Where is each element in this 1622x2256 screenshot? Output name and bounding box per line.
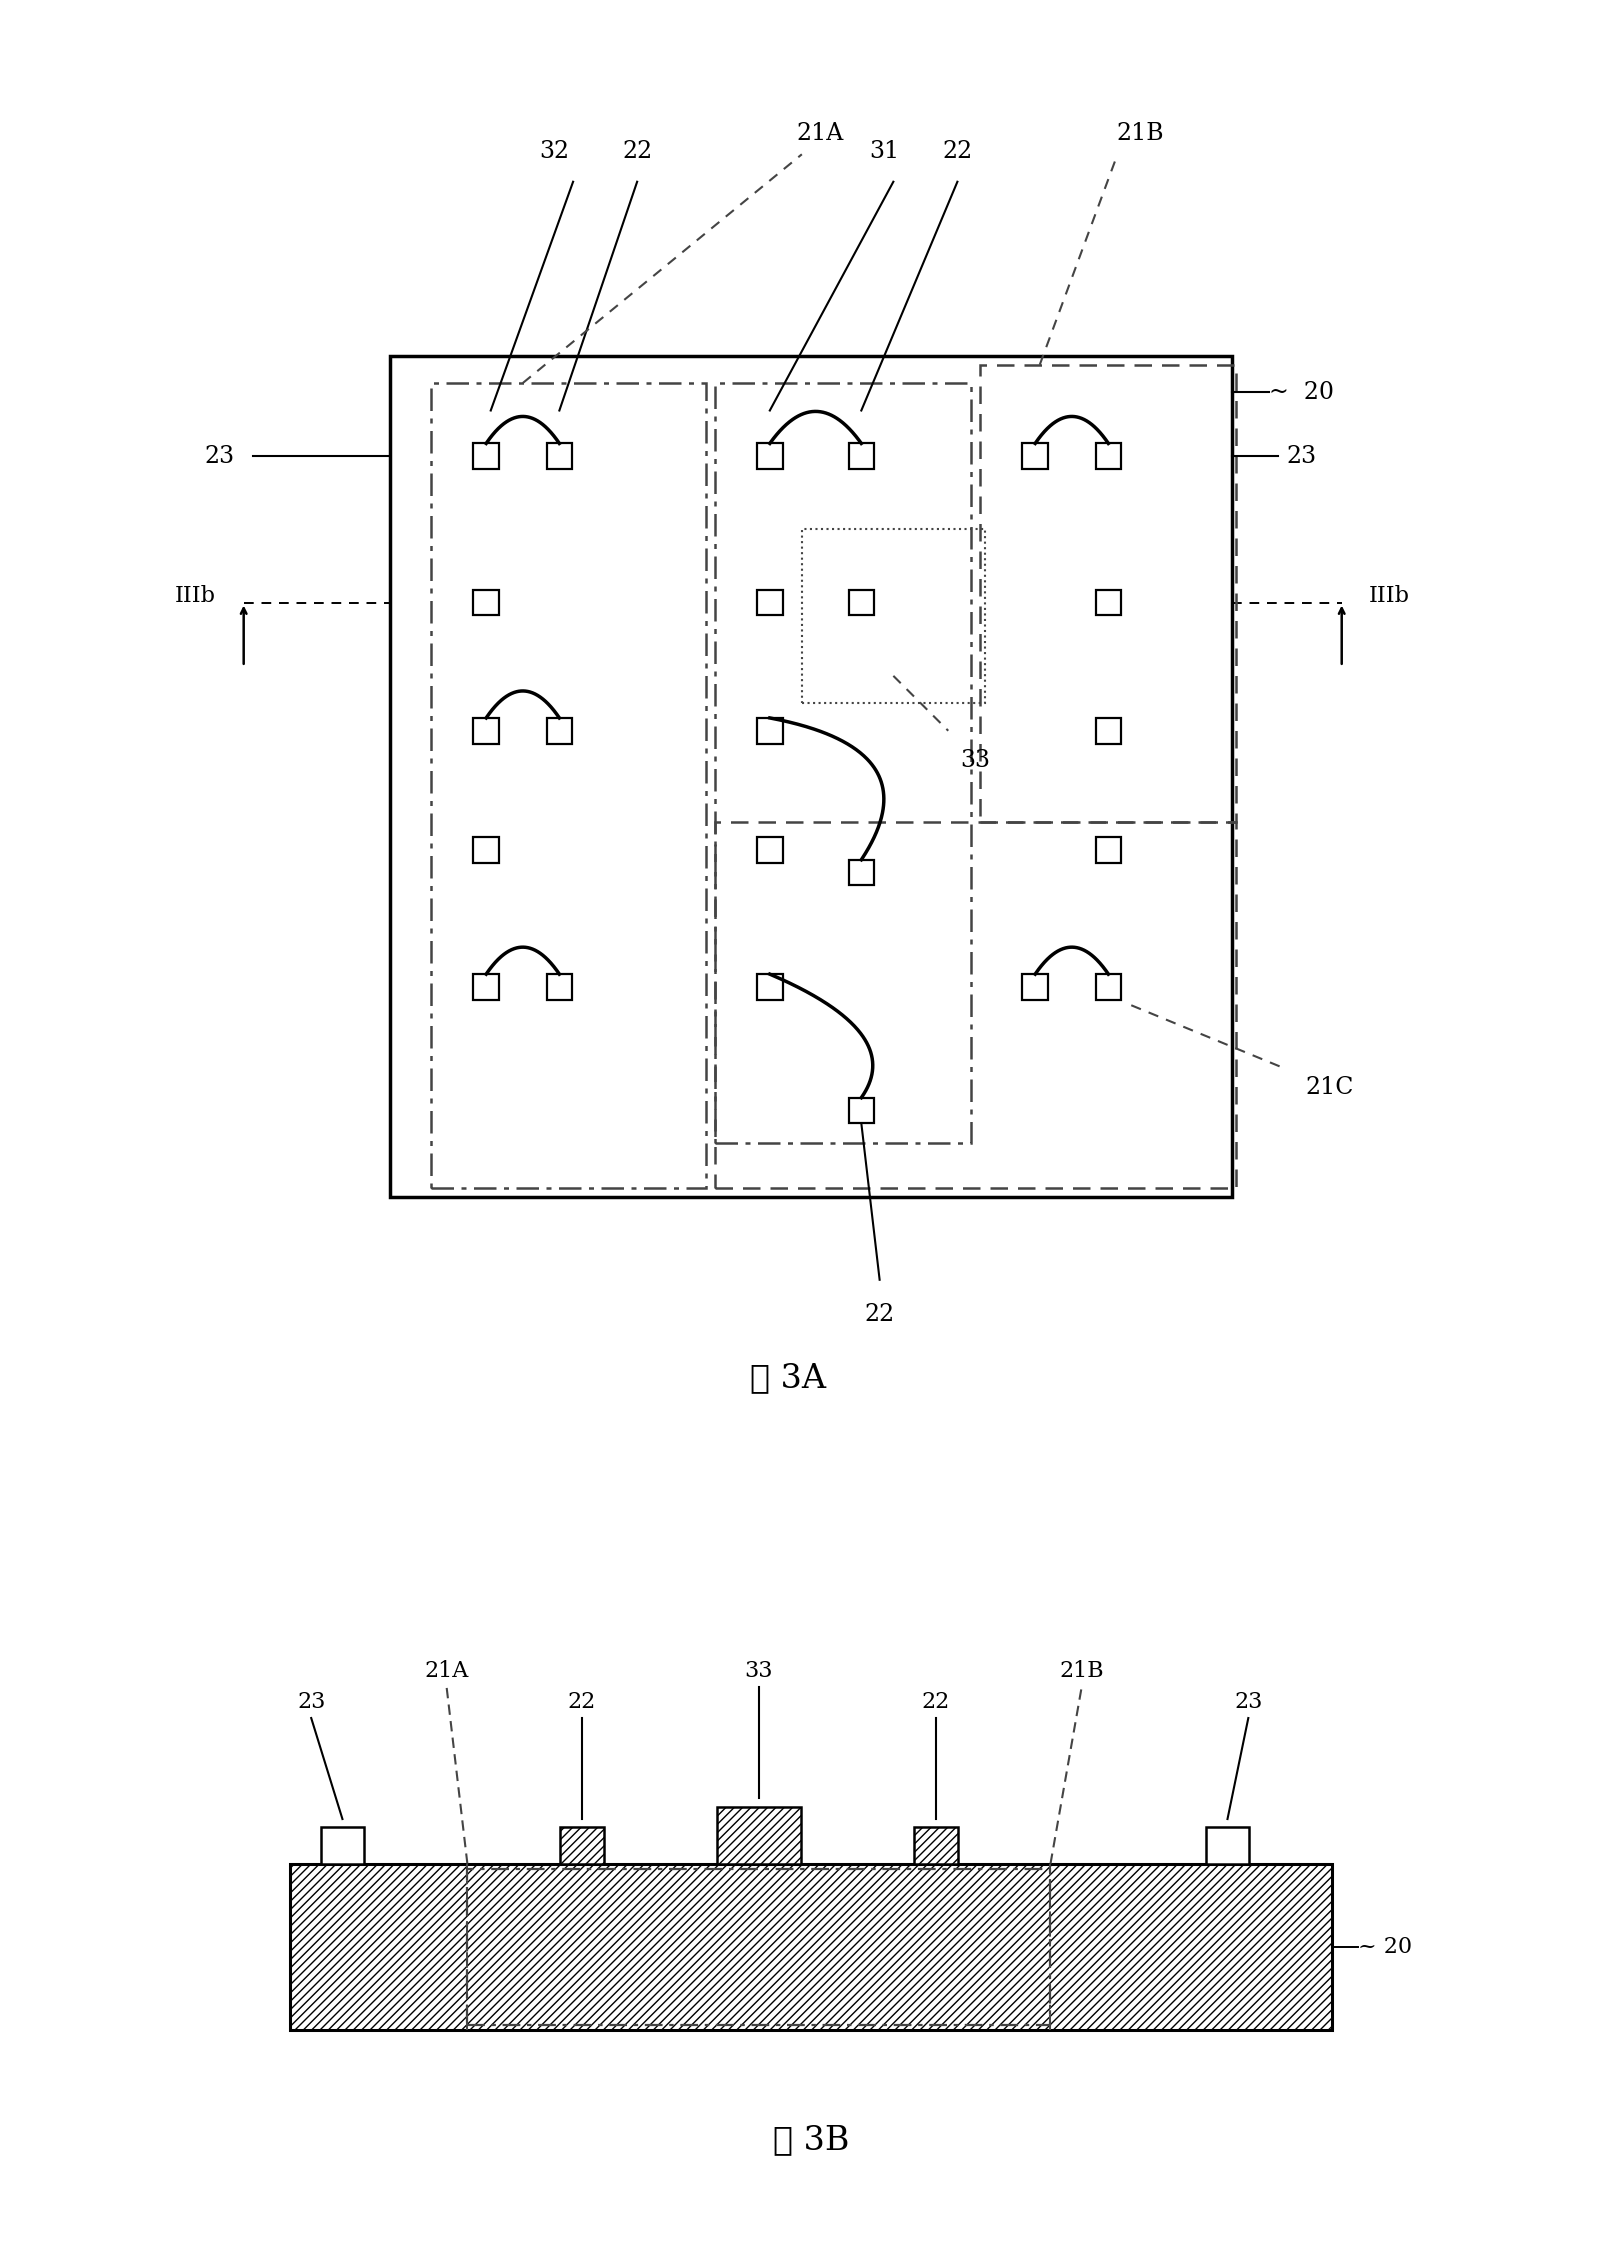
Text: ~ 20: ~ 20 [1358, 1936, 1411, 1958]
Bar [717, 1807, 801, 1863]
Bar [547, 444, 573, 469]
Bar [1095, 589, 1121, 616]
Bar [1095, 975, 1121, 999]
Bar [1022, 444, 1048, 469]
Text: 21A: 21A [796, 122, 843, 144]
Text: 21A: 21A [425, 1660, 469, 1681]
Bar [848, 444, 874, 469]
Bar [980, 365, 1236, 821]
Bar [290, 1863, 1332, 2030]
Text: 21B: 21B [1116, 122, 1165, 144]
Bar [801, 530, 985, 704]
Bar [757, 837, 783, 862]
Bar [757, 975, 783, 999]
Text: 22: 22 [568, 1690, 595, 1712]
Bar [547, 975, 573, 999]
Bar [757, 717, 783, 744]
Text: 23: 23 [297, 1690, 326, 1712]
Bar [474, 589, 500, 616]
Text: 图 3A: 图 3A [749, 1363, 826, 1394]
Bar [474, 837, 500, 862]
Text: 23: 23 [1234, 1690, 1262, 1712]
Text: 22: 22 [921, 1690, 950, 1712]
Bar [389, 356, 1233, 1198]
Bar [431, 384, 706, 1189]
Text: 22: 22 [942, 140, 973, 162]
Text: 22: 22 [621, 140, 652, 162]
Bar [547, 717, 573, 744]
Bar [474, 444, 500, 469]
Text: 33: 33 [960, 749, 991, 772]
Bar [1205, 1827, 1249, 1863]
Text: 31: 31 [869, 140, 899, 162]
Bar [848, 1099, 874, 1123]
Bar [715, 384, 972, 1142]
Text: 23: 23 [204, 444, 235, 467]
Text: 33: 33 [744, 1660, 774, 1681]
Bar [1022, 975, 1048, 999]
Bar [848, 860, 874, 884]
Text: IIIb: IIIb [1369, 584, 1410, 607]
Bar [757, 589, 783, 616]
Text: ~  20: ~ 20 [1268, 381, 1333, 404]
Bar [1095, 837, 1121, 862]
Text: 23: 23 [1286, 444, 1317, 467]
Bar [467, 1868, 1051, 2026]
Bar [474, 717, 500, 744]
Bar [715, 821, 1236, 1189]
Text: 21B: 21B [1059, 1660, 1105, 1681]
Text: 21C: 21C [1306, 1076, 1353, 1099]
Bar [321, 1827, 365, 1863]
Text: 32: 32 [540, 140, 569, 162]
Bar [474, 975, 500, 999]
Bar [1095, 717, 1121, 744]
Bar [848, 589, 874, 616]
Bar [757, 444, 783, 469]
Text: 图 3B: 图 3B [772, 2125, 850, 2157]
Bar [1095, 444, 1121, 469]
Text: 22: 22 [865, 1302, 895, 1327]
Bar [915, 1827, 959, 1863]
Text: IIIb: IIIb [175, 584, 216, 607]
Bar [560, 1827, 603, 1863]
